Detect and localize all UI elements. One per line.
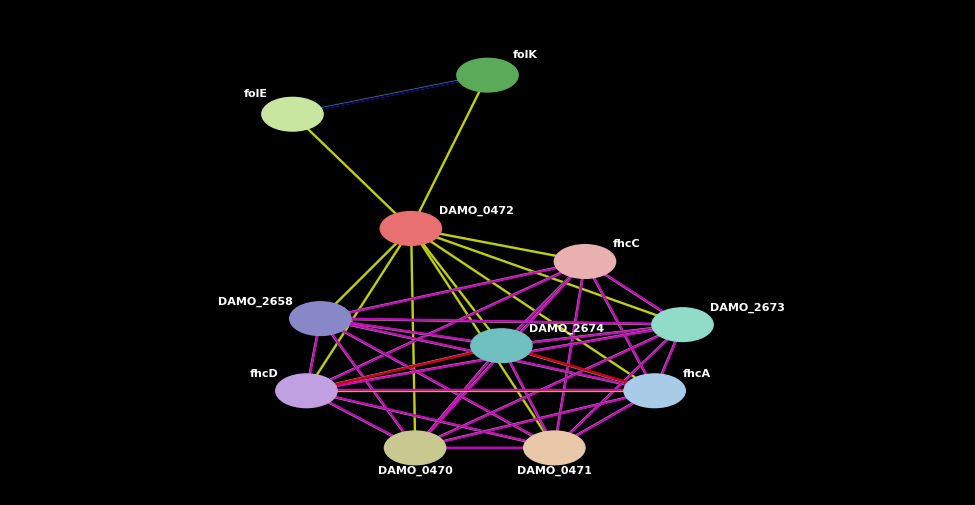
Text: DAMO_2658: DAMO_2658: [217, 296, 292, 307]
Text: fhcD: fhcD: [250, 369, 279, 379]
Text: DAMO_0471: DAMO_0471: [517, 466, 592, 476]
Ellipse shape: [524, 431, 585, 465]
Text: DAMO_0472: DAMO_0472: [439, 206, 514, 217]
Text: folE: folE: [244, 89, 267, 99]
Ellipse shape: [624, 374, 685, 408]
Ellipse shape: [384, 431, 446, 465]
Text: folK: folK: [513, 50, 537, 60]
Ellipse shape: [652, 308, 713, 341]
Text: fhcA: fhcA: [682, 369, 711, 379]
Ellipse shape: [262, 97, 323, 131]
Ellipse shape: [290, 302, 351, 335]
Ellipse shape: [380, 212, 442, 245]
Ellipse shape: [555, 245, 615, 278]
Text: DAMO_2674: DAMO_2674: [529, 323, 604, 334]
Text: fhcC: fhcC: [613, 239, 641, 249]
Ellipse shape: [471, 329, 532, 363]
Ellipse shape: [276, 374, 337, 408]
Text: DAMO_2673: DAMO_2673: [711, 302, 785, 313]
Text: DAMO_0470: DAMO_0470: [377, 466, 452, 476]
Ellipse shape: [457, 58, 518, 92]
